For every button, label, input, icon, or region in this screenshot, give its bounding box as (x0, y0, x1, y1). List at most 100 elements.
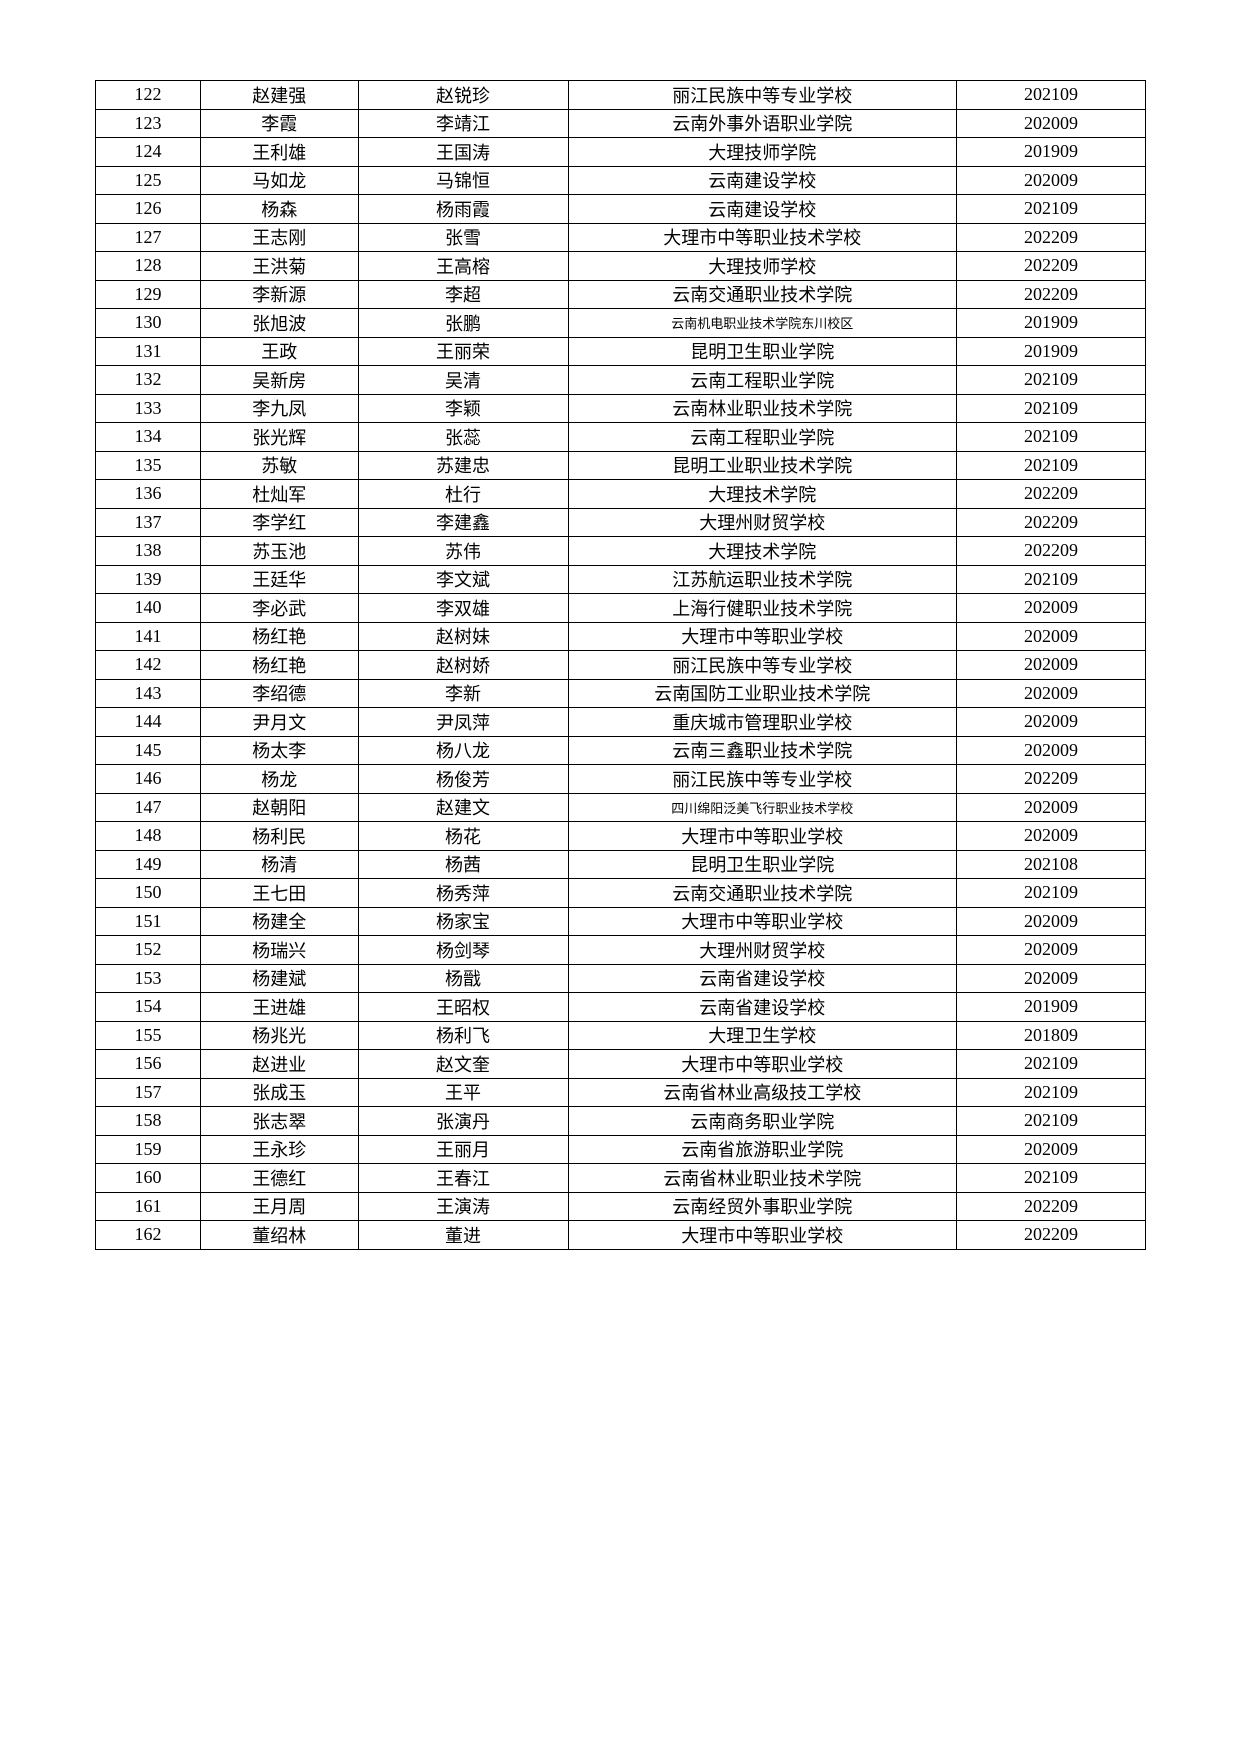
roster-table: 122赵建强赵锐珍丽江民族中等专业学校202109123李霞李靖江云南外事外语职… (95, 80, 1146, 1250)
cell-name-a: 王志刚 (201, 223, 359, 252)
cell-date: 201809 (957, 1021, 1146, 1050)
cell-school: 大理市中等职业学校 (568, 822, 957, 851)
cell-name-a: 杨建全 (201, 907, 359, 936)
cell-name-b: 李新 (358, 679, 568, 708)
cell-index: 129 (96, 280, 201, 309)
cell-school: 云南省林业职业技术学院 (568, 1164, 957, 1193)
cell-name-b: 杨八龙 (358, 736, 568, 765)
cell-school: 大理卫生学校 (568, 1021, 957, 1050)
cell-school: 江苏航运职业技术学院 (568, 565, 957, 594)
table-row: 154王进雄王昭权云南省建设学校201909 (96, 993, 1146, 1022)
cell-index: 142 (96, 651, 201, 680)
cell-school: 云南商务职业学院 (568, 1107, 957, 1136)
cell-date: 202009 (957, 679, 1146, 708)
cell-school: 丽江民族中等专业学校 (568, 81, 957, 110)
table-row: 148杨利民杨花大理市中等职业学校202009 (96, 822, 1146, 851)
cell-name-b: 王昭权 (358, 993, 568, 1022)
cell-index: 123 (96, 109, 201, 138)
cell-school: 云南林业职业技术学院 (568, 394, 957, 423)
roster-table-body: 122赵建强赵锐珍丽江民族中等专业学校202109123李霞李靖江云南外事外语职… (96, 81, 1146, 1250)
cell-date: 201909 (957, 309, 1146, 338)
cell-name-a: 王七田 (201, 879, 359, 908)
cell-name-a: 王永珍 (201, 1135, 359, 1164)
cell-school: 大理市中等职业学校 (568, 622, 957, 651)
table-row: 142杨红艳赵树娇丽江民族中等专业学校202009 (96, 651, 1146, 680)
cell-name-a: 张志翠 (201, 1107, 359, 1136)
cell-name-a: 杨森 (201, 195, 359, 224)
cell-date: 201909 (957, 337, 1146, 366)
cell-name-a: 董绍林 (201, 1221, 359, 1250)
cell-name-b: 李文斌 (358, 565, 568, 594)
cell-school: 云南省建设学校 (568, 964, 957, 993)
cell-index: 161 (96, 1192, 201, 1221)
table-row: 138苏玉池苏伟大理技术学院202209 (96, 537, 1146, 566)
cell-name-a: 张成玉 (201, 1078, 359, 1107)
cell-name-b: 李超 (358, 280, 568, 309)
cell-index: 132 (96, 366, 201, 395)
cell-index: 162 (96, 1221, 201, 1250)
cell-name-b: 杨秀萍 (358, 879, 568, 908)
table-row: 130张旭波张鹏云南机电职业技术学院东川校区201909 (96, 309, 1146, 338)
cell-school: 云南省林业高级技工学校 (568, 1078, 957, 1107)
cell-school: 大理技师学院 (568, 138, 957, 167)
cell-index: 133 (96, 394, 201, 423)
cell-school: 云南省旅游职业学院 (568, 1135, 957, 1164)
cell-school: 云南省建设学校 (568, 993, 957, 1022)
cell-index: 160 (96, 1164, 201, 1193)
table-row: 156赵进业赵文奎大理市中等职业学校202109 (96, 1050, 1146, 1079)
cell-school: 云南机电职业技术学院东川校区 (568, 309, 957, 338)
table-row: 128王洪菊王高榕大理技师学校202209 (96, 252, 1146, 281)
cell-name-a: 李新源 (201, 280, 359, 309)
cell-name-b: 李靖江 (358, 109, 568, 138)
cell-name-b: 赵树娇 (358, 651, 568, 680)
cell-date: 201909 (957, 993, 1146, 1022)
table-row: 140李必武李双雄上海行健职业技术学院202009 (96, 594, 1146, 623)
cell-index: 156 (96, 1050, 201, 1079)
cell-date: 202209 (957, 1221, 1146, 1250)
cell-index: 153 (96, 964, 201, 993)
cell-school: 丽江民族中等专业学校 (568, 651, 957, 680)
table-row: 131王政王丽荣昆明卫生职业学院201909 (96, 337, 1146, 366)
table-row: 134张光辉张蕊云南工程职业学院202109 (96, 423, 1146, 452)
cell-name-b: 赵锐珍 (358, 81, 568, 110)
table-row: 141杨红艳赵树妹大理市中等职业学校202009 (96, 622, 1146, 651)
cell-school: 云南交通职业技术学院 (568, 879, 957, 908)
cell-name-a: 王廷华 (201, 565, 359, 594)
cell-name-a: 杨清 (201, 850, 359, 879)
table-row: 155杨兆光杨利飞大理卫生学校201809 (96, 1021, 1146, 1050)
cell-school: 云南经贸外事职业学院 (568, 1192, 957, 1221)
cell-date: 202009 (957, 936, 1146, 965)
cell-date: 202109 (957, 879, 1146, 908)
cell-index: 146 (96, 765, 201, 794)
cell-date: 202209 (957, 223, 1146, 252)
cell-date: 202009 (957, 166, 1146, 195)
cell-index: 127 (96, 223, 201, 252)
cell-name-b: 王演涛 (358, 1192, 568, 1221)
cell-name-a: 王进雄 (201, 993, 359, 1022)
cell-name-b: 苏建忠 (358, 451, 568, 480)
cell-index: 157 (96, 1078, 201, 1107)
cell-school: 云南建设学校 (568, 166, 957, 195)
cell-name-a: 王政 (201, 337, 359, 366)
cell-date: 202009 (957, 793, 1146, 822)
table-row: 159王永珍王丽月云南省旅游职业学院202009 (96, 1135, 1146, 1164)
cell-index: 140 (96, 594, 201, 623)
cell-name-b: 王春江 (358, 1164, 568, 1193)
cell-index: 145 (96, 736, 201, 765)
cell-date: 202209 (957, 1192, 1146, 1221)
table-row: 127王志刚张雪大理市中等职业技术学校202209 (96, 223, 1146, 252)
cell-index: 128 (96, 252, 201, 281)
table-row: 152杨瑞兴杨剑琴大理州财贸学校202009 (96, 936, 1146, 965)
cell-index: 125 (96, 166, 201, 195)
cell-school: 云南国防工业职业技术学院 (568, 679, 957, 708)
cell-name-b: 董进 (358, 1221, 568, 1250)
cell-index: 139 (96, 565, 201, 594)
cell-name-a: 李霞 (201, 109, 359, 138)
cell-name-b: 王高榕 (358, 252, 568, 281)
table-row: 161王月周王演涛云南经贸外事职业学院202209 (96, 1192, 1146, 1221)
cell-name-a: 杨红艳 (201, 622, 359, 651)
cell-index: 141 (96, 622, 201, 651)
cell-index: 135 (96, 451, 201, 480)
cell-name-b: 杨戩 (358, 964, 568, 993)
table-row: 149杨清杨茜昆明卫生职业学院202108 (96, 850, 1146, 879)
